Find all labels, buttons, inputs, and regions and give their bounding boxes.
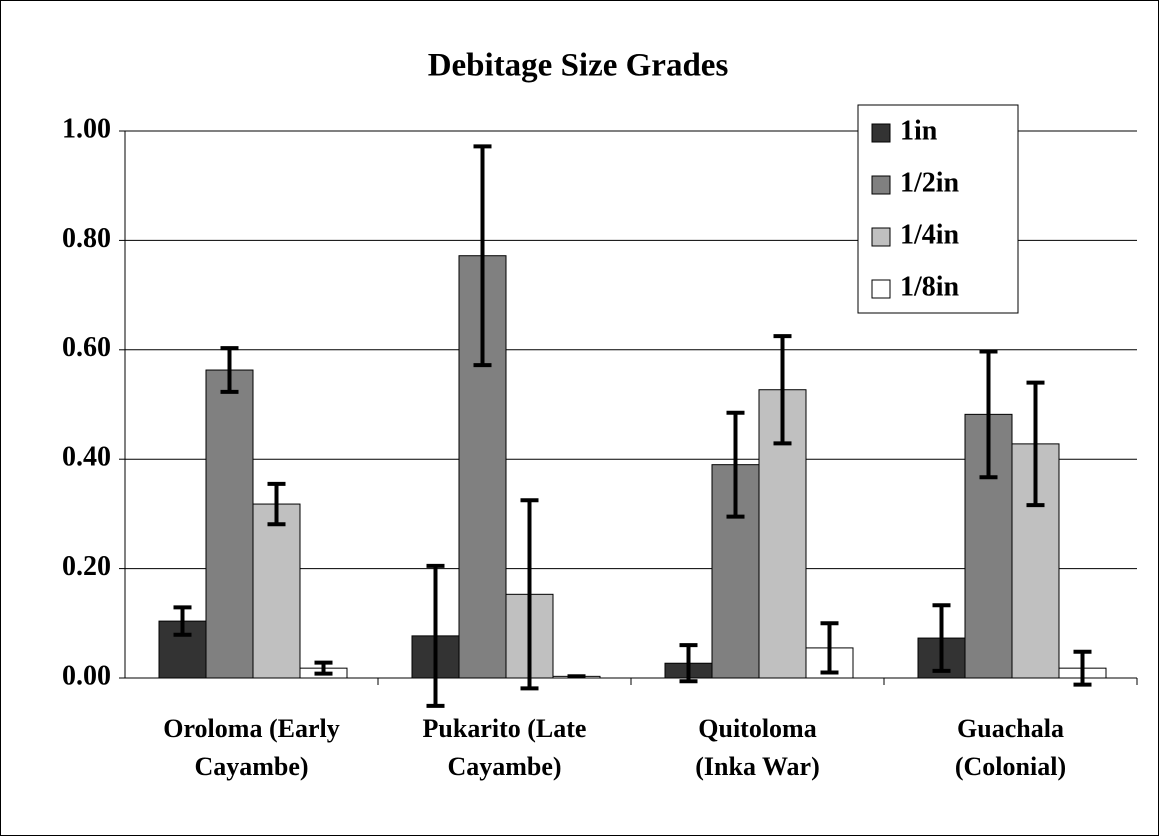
bar: [252, 503, 301, 679]
y-tick-label: 0.00: [62, 660, 111, 691]
legend-label: 1in: [900, 115, 938, 146]
y-tick-label: 1.00: [62, 113, 111, 144]
y-tick-label: 0.40: [62, 442, 111, 473]
legend-swatch: [871, 175, 891, 195]
legend-label: 1/4in: [900, 219, 960, 250]
legend-label: 1/2in: [900, 167, 960, 198]
legend-swatch: [871, 123, 891, 143]
chart-title: Debitage Size Grades: [428, 48, 729, 84]
y-tick-label: 0.20: [62, 551, 111, 582]
y-tick-label: 0.60: [62, 332, 111, 363]
legend-label: 1/8in: [900, 271, 960, 302]
legend-swatch: [871, 227, 891, 247]
y-tick-label: 0.80: [62, 223, 111, 254]
x-tick-label: Pukarito (Late Cayambe): [422, 714, 587, 781]
legend-swatch: [871, 279, 891, 299]
x-tick-label: Quitoloma (Inka War): [695, 714, 820, 781]
x-tick-label: Guachala (Colonial): [954, 714, 1067, 781]
x-tick-label: Oroloma (Early Cayambe): [163, 714, 340, 781]
bar: [205, 369, 254, 679]
